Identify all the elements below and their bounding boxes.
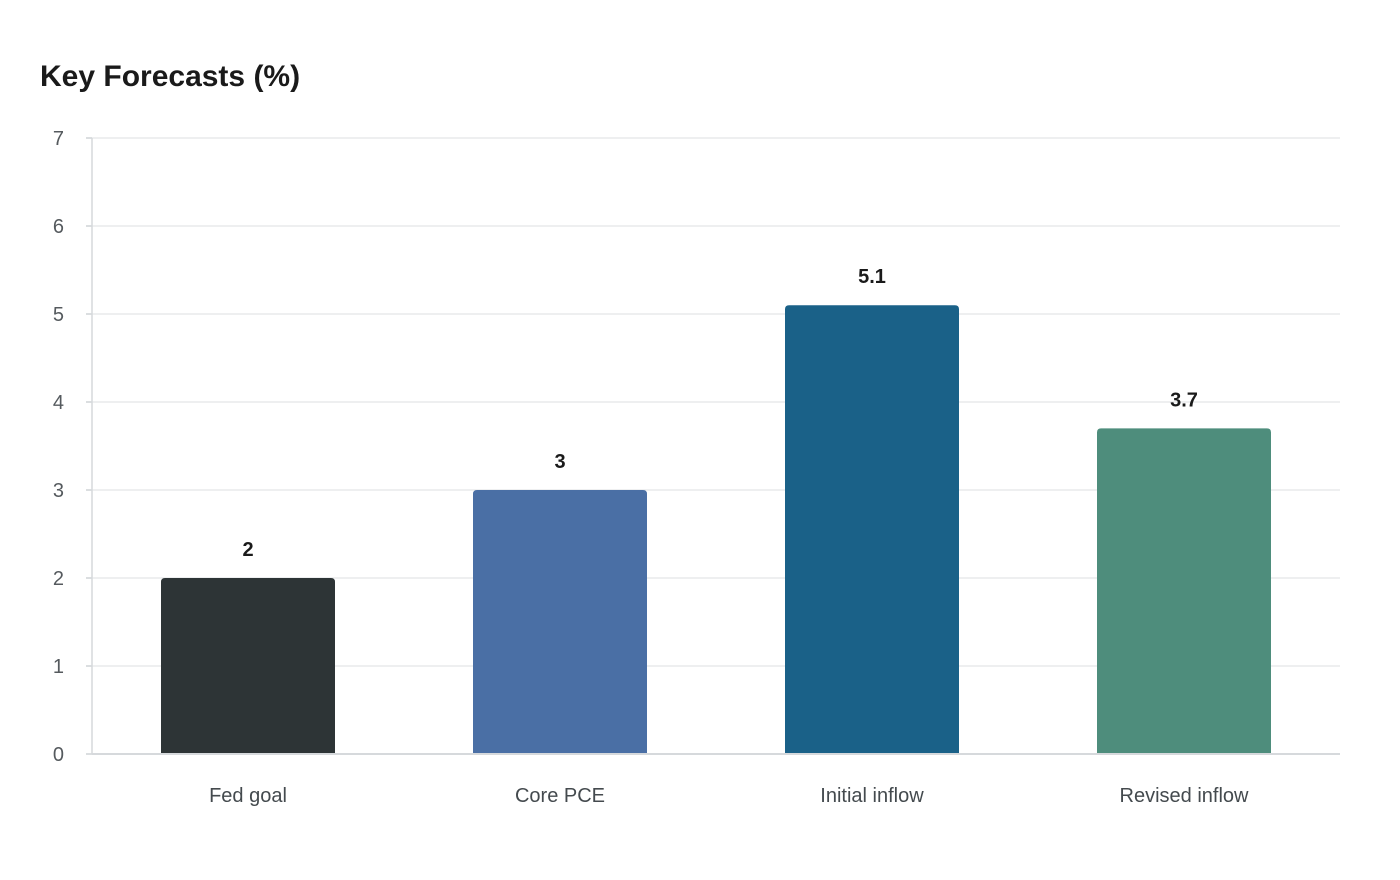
x-tick-label: Initial inflow (820, 785, 924, 807)
data-label: 5.1 (858, 266, 886, 288)
y-tick-label: 3 (53, 480, 64, 502)
x-tick-label: Core PCE (515, 785, 605, 807)
y-tick-label: 1 (53, 656, 64, 678)
data-label: 3.7 (1170, 389, 1198, 411)
data-label: 2 (242, 539, 253, 561)
x-tick-label: Revised inflow (1120, 785, 1250, 807)
y-tick-label: 5 (53, 304, 64, 326)
x-tick-label: Fed goal (209, 785, 287, 807)
bar (473, 490, 647, 754)
bar (785, 305, 959, 754)
y-tick-label: 2 (53, 568, 64, 590)
bar (1097, 428, 1271, 754)
y-tick-label: 7 (53, 128, 64, 150)
y-tick-label: 4 (53, 392, 64, 414)
bar (161, 578, 335, 754)
y-tick-label: 6 (53, 216, 64, 238)
chart-title: Key Forecasts (%) (40, 60, 301, 93)
y-tick-label: 0 (53, 744, 64, 766)
data-label: 3 (554, 451, 565, 473)
